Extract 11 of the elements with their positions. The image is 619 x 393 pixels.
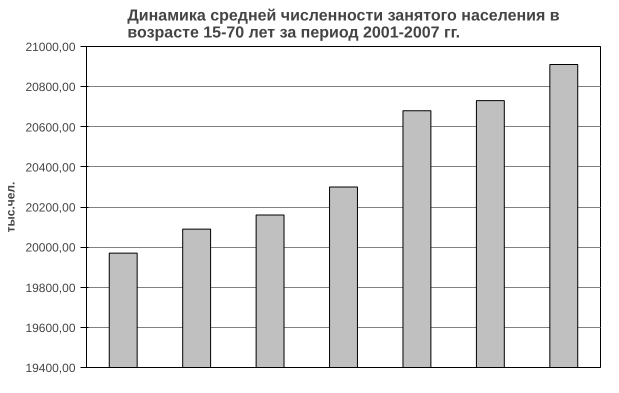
y-tick-label: 20200,00 [25,200,76,214]
y-tick-label: 19800,00 [25,280,76,295]
y-tick-label: 21000,00 [25,40,76,54]
y-tick-label: 20600,00 [25,120,76,134]
y-tick-label: 20400,00 [25,160,76,174]
y-tick-label: 20000,00 [25,240,76,255]
y-axis-title: тыс.чел. [3,182,18,232]
chart-title: Динамика средней численности занятого населения в возрасте 15-70 лет за период 2001-2007 гг. [127,8,560,42]
y-tick-label: 19600,00 [25,320,76,335]
y-tick-label: 19400,00 [25,361,76,375]
y-tick-label: 20800,00 [25,80,76,94]
